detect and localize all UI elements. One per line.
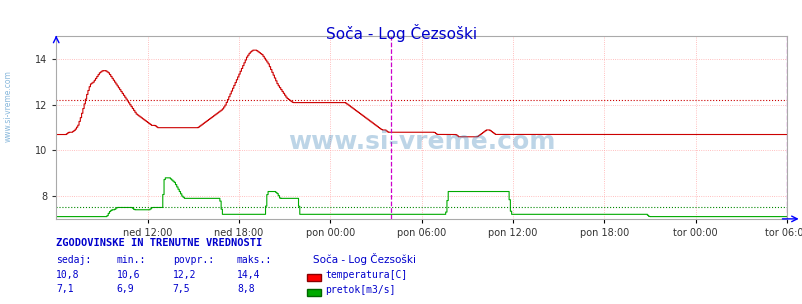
Text: povpr.:: povpr.: — [172, 255, 213, 265]
Text: 7,5: 7,5 — [172, 284, 190, 294]
Text: www.si-vreme.com: www.si-vreme.com — [3, 71, 13, 142]
Text: maks.:: maks.: — [237, 255, 272, 265]
Text: sedaj:: sedaj: — [56, 255, 91, 265]
Text: Soča - Log Čezsoški: Soča - Log Čezsoški — [326, 24, 476, 42]
Text: 10,6: 10,6 — [116, 270, 140, 280]
Text: 7,1: 7,1 — [56, 284, 74, 294]
Text: 10,8: 10,8 — [56, 270, 79, 280]
Text: www.si-vreme.com: www.si-vreme.com — [287, 130, 555, 154]
Text: ZGODOVINSKE IN TRENUTNE VREDNOSTI: ZGODOVINSKE IN TRENUTNE VREDNOSTI — [56, 238, 262, 248]
Text: 8,8: 8,8 — [237, 284, 254, 294]
Text: 14,4: 14,4 — [237, 270, 260, 280]
Text: pretok[m3/s]: pretok[m3/s] — [325, 285, 395, 295]
Text: 12,2: 12,2 — [172, 270, 196, 280]
Text: Soča - Log Čezsoški: Soča - Log Čezsoški — [313, 253, 415, 265]
Text: min.:: min.: — [116, 255, 146, 265]
Text: temperatura[C]: temperatura[C] — [325, 270, 407, 280]
Text: 6,9: 6,9 — [116, 284, 134, 294]
